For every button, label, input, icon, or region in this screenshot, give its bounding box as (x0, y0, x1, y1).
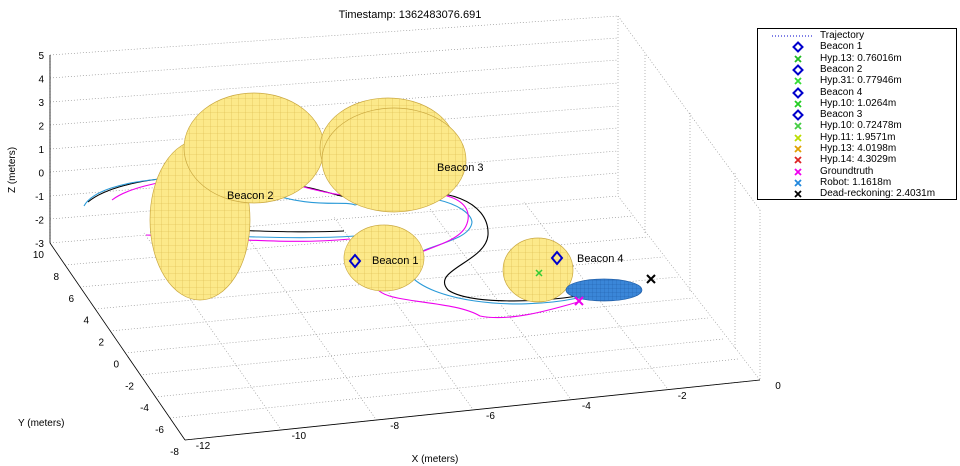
z-tick-label: -2 (35, 216, 44, 227)
z-tick-label: -3 (35, 239, 44, 250)
x-legend-icon (794, 100, 802, 108)
beacon1-marker (348, 253, 362, 269)
legend-entry: Beacon 3 (758, 109, 958, 122)
legend-entry: Dead-reckoning: 2.4031m (758, 188, 958, 200)
beacon4-label: Beacon 4 (577, 253, 623, 265)
beacon-labels: Beacon 2 Beacon 3 Beacon 1 Beacon 4 (227, 162, 623, 267)
x-tick-label: -4 (582, 401, 591, 412)
legend-label: Hyp.11: 1.9571m (820, 131, 896, 143)
axis-lines (49, 55, 761, 441)
x-legend-icon (794, 167, 802, 176)
legend-entry: Hyp.14: 4.3029m (758, 154, 958, 166)
legend-label: Hyp.10: 1.0264m (820, 97, 897, 109)
beacon2-label: Beacon 2 (227, 190, 273, 202)
x-tick-label: -6 (486, 411, 495, 422)
x-legend-icon (794, 190, 802, 198)
y-tick-label: -8 (170, 447, 179, 458)
legend-label: Beacon 2 (820, 63, 863, 75)
x-legend-icon (794, 122, 802, 131)
legend-label: Beacon 1 (820, 41, 863, 53)
diamond-legend-icon (792, 41, 804, 54)
z-tick-label: 5 (38, 51, 44, 62)
y-tick-label: 0 (113, 359, 119, 370)
legend-entry: Beacon 2 (758, 64, 958, 76)
legend-entry: Hyp.31: 0.77946m (758, 75, 958, 87)
groundtruth-marker (574, 296, 584, 306)
legend-entry: Hyp.13: 4.0198m (758, 143, 958, 155)
beacon4-ellipsoid (502, 237, 574, 303)
x-tick-label: 0 (775, 381, 781, 392)
x-legend-icon (794, 145, 802, 153)
deadreckoning-marker (646, 274, 656, 284)
legend: Trajectory Beacon 1 Hyp.13: 0.76016m Beacon… (757, 28, 957, 200)
x-legend-icon (794, 54, 802, 63)
diamond-legend-icon (792, 86, 804, 99)
legend-entry: Hyp.10: 0.72478m (758, 120, 958, 132)
z-tick-label: 2 (38, 122, 44, 133)
z-tick-label: 3 (38, 98, 44, 109)
legend-label: Beacon 4 (820, 86, 863, 98)
legend-entry: Beacon 1 (758, 41, 958, 54)
legend-entry: Hyp.10: 1.0264m (758, 98, 958, 110)
x-axis-label: X (meters) (412, 454, 459, 465)
x-tick-label: -10 (292, 431, 307, 442)
z-tick-label: 4 (38, 75, 44, 86)
uncertainty-ellipsoids (149, 92, 643, 303)
x-tick-labels: -12 -10 -8 -6 -4 -2 0 (196, 381, 781, 452)
legend-entry: Trajectory (758, 30, 958, 42)
legend-entry: Hyp.11: 1.9571m (758, 132, 958, 144)
y-tick-label: -6 (155, 425, 164, 436)
legend-label: Hyp.10: 0.72478m (820, 120, 902, 132)
diamond-legend-icon (792, 109, 804, 122)
x-legend-icon (794, 179, 802, 187)
x-legend-icon (794, 156, 802, 164)
legend-label: Hyp.14: 4.3029m (820, 154, 897, 166)
markers (348, 250, 656, 306)
beacon3-label: Beacon 3 (437, 162, 483, 174)
x-legend-icon (794, 134, 802, 142)
dotted-line-legend-icon (772, 35, 814, 37)
beacon4-marker (550, 250, 564, 266)
legend-label: Groundtruth (820, 165, 874, 177)
beacon4-hyp-marker (535, 269, 543, 277)
y-tick-label: 4 (83, 316, 89, 327)
legend-entry: Hyp.13: 0.76016m (758, 53, 958, 65)
robot-uncertainty-ellipse (565, 278, 643, 302)
chart-title: Timestamp: 1362483076.691 (338, 9, 482, 21)
x-tick-label: -12 (196, 441, 211, 452)
x-legend-icon (794, 77, 802, 85)
y-tick-label: 6 (68, 294, 74, 305)
z-tick-labels: -3 -2 -1 0 1 2 3 4 5 (35, 51, 44, 250)
diamond-legend-icon (792, 63, 804, 76)
z-tick-label: 1 (38, 145, 44, 156)
beacon2-ellipsoid-upper (183, 92, 325, 204)
legend-entry: Groundtruth (758, 166, 958, 178)
legend-label: Hyp.13: 4.0198m (820, 143, 897, 154)
x-tick-label: -8 (390, 421, 399, 432)
beacon3-ellipsoid (321, 107, 467, 213)
legend-label: Hyp.13: 0.76016m (820, 52, 902, 64)
beacon1-ellipsoid (343, 224, 425, 292)
y-tick-label: 8 (53, 272, 59, 283)
z-tick-label: 0 (38, 169, 44, 180)
legend-entry: Robot: 1.1618m (758, 177, 958, 189)
legend-label: Hyp.31: 0.77946m (820, 75, 902, 87)
legend-entry: Beacon 4 (758, 87, 958, 99)
z-axis-label: Z (meters) (7, 147, 18, 193)
legend-label: Dead-reckoning: 2.4031m (820, 188, 936, 200)
y-tick-label: -4 (140, 403, 149, 414)
legend-label: Beacon 3 (820, 109, 863, 121)
z-tick-label: -1 (35, 192, 44, 203)
y-axis-label: Y (meters) (18, 418, 65, 429)
y-tick-label: 10 (33, 250, 45, 261)
y-tick-label: -2 (125, 381, 134, 392)
legend-label: Trajectory (820, 30, 865, 41)
legend-label: Robot: 1.1618m (820, 176, 892, 188)
beacon1-label: Beacon 1 (372, 255, 418, 267)
x-tick-label: -2 (678, 391, 687, 402)
y-tick-label: 2 (98, 338, 104, 349)
